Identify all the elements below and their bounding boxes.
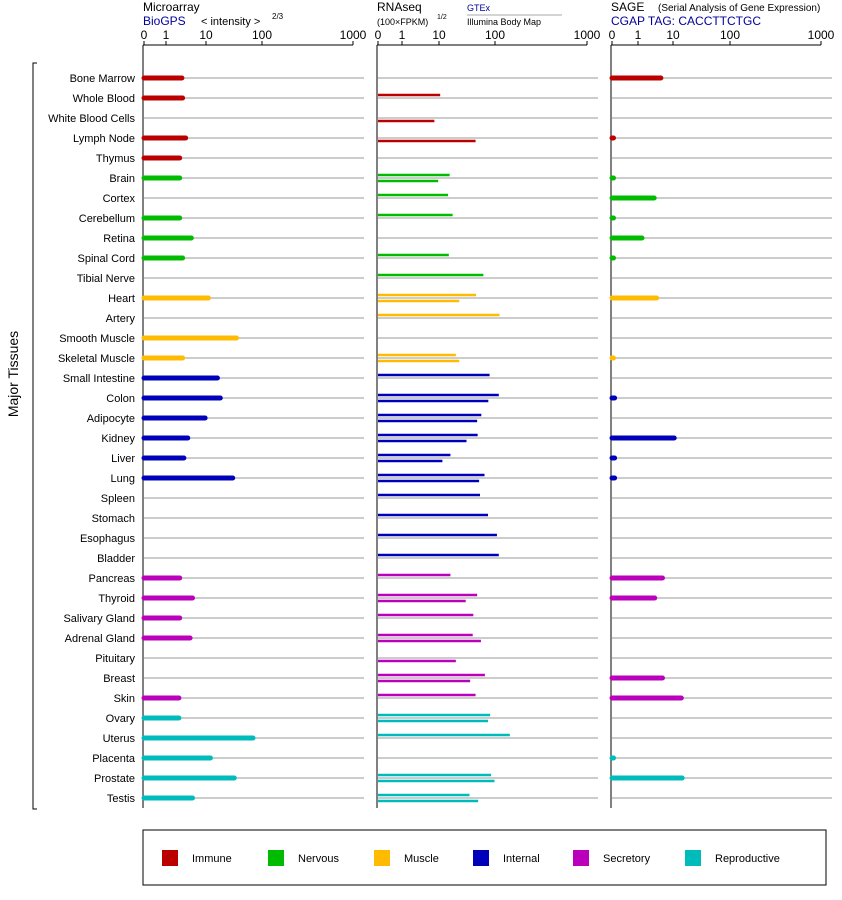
tissue-label: Cerebellum (79, 213, 135, 225)
rnaseq-tick-label: 100 (485, 28, 505, 42)
tissue-label: Adrenal Gland (65, 633, 135, 645)
tissue-label: Esophagus (80, 533, 136, 545)
microarray-unit: < intensity > (201, 16, 260, 28)
tissue-label: Lymph Node (73, 133, 135, 145)
tissue-label: Adipocyte (87, 413, 135, 425)
sage-tag: CGAP TAG: CACCTTCTGC (611, 14, 761, 28)
rnaseq-unit-exp: 1/2 (437, 14, 447, 21)
legend-swatch (162, 850, 178, 866)
tissue-label: Placenta (92, 753, 136, 765)
tissue-label: Breast (103, 673, 135, 685)
microarray-unit-exp: 2/3 (272, 12, 284, 21)
tissue-label: Thymus (96, 153, 136, 165)
microarray-title: Microarray (143, 0, 200, 14)
tissue-labels: Bone Marrow Whole Blood White Blood Cells L… (48, 73, 136, 805)
microarray-tick-label: 1000 (340, 28, 367, 42)
tissue-label: Skin (114, 693, 135, 705)
tissue-label: Uterus (103, 733, 136, 745)
legend-swatch (268, 850, 284, 866)
y-axis-label: Major Tissues (5, 331, 21, 417)
tissue-label: Testis (107, 793, 136, 805)
rnaseq-tick-label: 1000 (574, 28, 601, 42)
grid-layer (144, 77, 832, 799)
tissue-label: Retina (103, 233, 136, 245)
rnaseq-unit: (100×FPKM) (377, 17, 428, 27)
tissue-label: Stomach (92, 513, 135, 525)
legend: Immune Nervous Muscle Internal Secretory Repr… (162, 850, 780, 866)
legend-swatch (573, 850, 589, 866)
sage-title: SAGE (611, 0, 644, 14)
tissue-label: Ovary (106, 713, 136, 725)
legend-swatch (473, 850, 489, 866)
tissue-label: Kidney (101, 433, 135, 445)
tissue-label: White Blood Cells (48, 113, 135, 125)
tissue-label: Bladder (97, 553, 135, 565)
tissue-label: Brain (109, 173, 135, 185)
legend-swatch (374, 850, 390, 866)
legend-label: Reproductive (715, 853, 780, 865)
tissue-label: Heart (108, 293, 135, 305)
microarray-tick-label: 100 (252, 28, 272, 42)
legend-label: Immune (192, 853, 232, 865)
gtex-source: GTEx (467, 3, 491, 13)
tissue-label: Colon (106, 393, 135, 405)
microarray-source: BioGPS (143, 14, 186, 28)
tissue-label: Artery (106, 313, 136, 325)
sage-tick-label: 100 (720, 28, 740, 42)
tissue-label: Small Intestine (63, 373, 135, 385)
tissue-label: Spleen (101, 493, 135, 505)
tissue-label: Bone Marrow (70, 73, 135, 85)
axes-layer: 0 1 10 100 1000 0 1 10 100 1000 0 1 10 100 1000 (141, 28, 835, 808)
legend-label: Internal (503, 853, 540, 865)
microarray-tick-label: 10 (199, 28, 213, 42)
tissue-label: Smooth Muscle (59, 333, 135, 345)
legend-label: Nervous (298, 853, 339, 865)
legend-label: Muscle (404, 853, 439, 865)
tissue-label: Whole Blood (73, 93, 135, 105)
sage-tick-label: 1000 (808, 28, 835, 42)
tissue-label: Thyroid (98, 593, 135, 605)
rnaseq-tick-label: 10 (432, 28, 446, 42)
tissue-label: Tibial Nerve (77, 273, 135, 285)
rnaseq-header: RNAseq (100×FPKM) 1/2 GTEx Illumina Body… (377, 0, 562, 27)
legend-label: Secretory (603, 853, 651, 865)
tissue-label: Prostate (94, 773, 135, 785)
microarray-tick-label: 0 (141, 28, 148, 42)
tissue-label: Pituitary (95, 653, 135, 665)
microarray-header: Microarray BioGPS < intensity > 2/3 (143, 0, 284, 28)
tissue-label: Liver (111, 453, 135, 465)
rnaseq-tick-label: 0 (375, 28, 382, 42)
sage-tick-label: 1 (635, 28, 642, 42)
tissue-label: Pancreas (89, 573, 136, 585)
rnaseq-title: RNAseq (377, 0, 422, 14)
tissue-label: Cortex (103, 193, 136, 205)
sage-subtitle: (Serial Analysis of Gene Expression) (658, 3, 820, 14)
illumina-source: Illumina Body Map (467, 17, 541, 27)
tissue-label: Salivary Gland (63, 613, 135, 625)
tissue-label: Skeletal Muscle (58, 353, 135, 365)
sage-tick-label: 10 (666, 28, 680, 42)
microarray-tick-label: 1 (163, 28, 170, 42)
bars-layer (141, 75, 685, 803)
tissue-bracket (32, 62, 37, 810)
tissue-label: Lung (111, 473, 135, 485)
rnaseq-tick-label: 1 (399, 28, 406, 42)
legend-swatch (685, 850, 701, 866)
sage-tick-label: 0 (609, 28, 616, 42)
tissue-label: Spinal Cord (78, 253, 135, 265)
sage-header: SAGE (Serial Analysis of Gene Expression… (611, 0, 820, 28)
